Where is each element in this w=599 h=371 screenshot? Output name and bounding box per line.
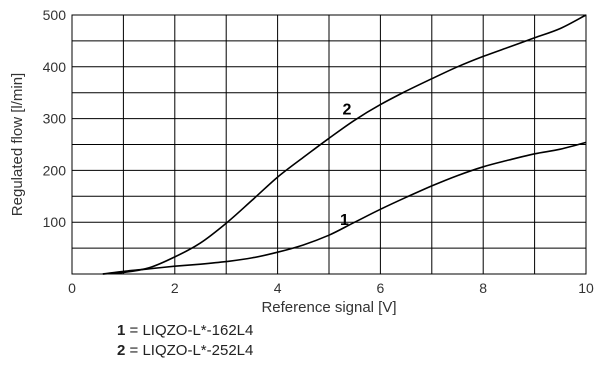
legend-entry-2: 2 = LIQZO-L*-252L4 <box>117 341 253 361</box>
legend-series-number: 2 <box>117 342 126 359</box>
grid-lines <box>72 15 586 274</box>
x-tick-label: 6 <box>377 280 385 296</box>
y-tick-label: 300 <box>43 111 67 127</box>
y-axis-title: Regulated flow [l/min] <box>9 73 26 216</box>
legend-entry-1: 1 = LIQZO-L*-162L4 <box>117 321 253 341</box>
series-layer: 12 <box>102 14 587 275</box>
x-tick-label: 4 <box>274 280 282 296</box>
legend-series-label: LIQZO-L*-252L4 <box>142 342 254 359</box>
series-label-1: 1 <box>340 212 349 229</box>
y-tick-label: 200 <box>43 162 67 178</box>
x-tick-label: 10 <box>578 280 594 296</box>
series-line-2 <box>102 14 587 275</box>
legend-separator: = <box>125 322 143 339</box>
y-tick-label: 400 <box>43 59 67 75</box>
legend-separator: = <box>125 342 143 359</box>
x-tick-label: 0 <box>68 280 76 296</box>
x-tick-label: 2 <box>171 280 179 296</box>
y-tick-label: 100 <box>43 214 67 230</box>
series-line-1 <box>102 141 587 275</box>
y-tick-label: 500 <box>43 7 67 23</box>
x-axis-title: Reference signal [V] <box>261 299 396 316</box>
series-label-2: 2 <box>343 101 352 118</box>
tick-labels: 0 2 4 6 8 10 100 200 300 400 500 <box>43 7 594 296</box>
legend-series-number: 1 <box>117 322 126 339</box>
legend-series-label: LIQZO-L*-162L4 <box>142 322 254 339</box>
legend: 1 = LIQZO-L*-162L4 2 = LIQZO-L*-252L4 <box>117 321 253 361</box>
x-tick-label: 8 <box>479 280 487 296</box>
plot-frame <box>71 14 587 275</box>
